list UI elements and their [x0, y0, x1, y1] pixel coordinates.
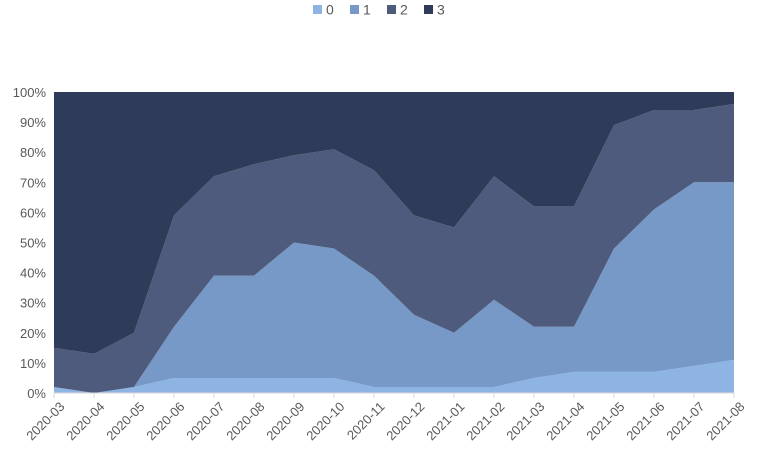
x-tick-label: 2020-03: [23, 399, 67, 443]
y-tick-label: 60%: [20, 205, 46, 220]
x-tick-label: 2021-02: [463, 399, 507, 443]
legend-label-0: 0: [326, 2, 334, 18]
x-tick-label: 2021-01: [423, 399, 467, 443]
y-tick-label: 50%: [20, 236, 46, 251]
y-axis: 0% 10% 20% 30% 40% 50% 60% 70% 80% 90% 100%: [13, 85, 47, 401]
plot-area: [54, 92, 734, 393]
legend-swatch-3: [424, 5, 433, 14]
area-series-2: [54, 104, 734, 393]
x-tick-label: 2020-12: [383, 399, 427, 443]
legend-label-3: 3: [437, 2, 445, 18]
legend-label-2: 2: [400, 2, 408, 18]
legend: 0 1 2 3: [313, 2, 445, 18]
x-tick-label: 2020-09: [263, 399, 307, 443]
x-tick-label: 2021-07: [663, 399, 707, 443]
legend-label-1: 1: [363, 2, 371, 18]
x-axis: 2020-032020-042020-052020-062020-072020-…: [23, 392, 748, 443]
x-tick-label: 2020-06: [143, 399, 187, 443]
y-tick-label: 100%: [13, 85, 47, 100]
x-tick-label: 2021-08: [703, 399, 747, 443]
area-series-1: [54, 182, 734, 393]
y-tick-label: 10%: [20, 356, 46, 371]
area-series-3: [54, 92, 734, 354]
x-tick-label: 2021-04: [543, 399, 587, 443]
y-tick-label: 30%: [20, 296, 46, 311]
y-tick-label: 80%: [20, 145, 46, 160]
y-tick-label: 40%: [20, 266, 46, 281]
x-tick-label: 2021-06: [623, 399, 667, 443]
x-tick-label: 2020-11: [344, 399, 388, 443]
legend-swatch-2: [387, 5, 396, 14]
legend-swatch-1: [350, 5, 359, 14]
legend-swatch-0: [313, 5, 322, 14]
y-tick-label: 20%: [20, 326, 46, 341]
x-tick-label: 2020-04: [63, 399, 107, 443]
x-tick-label: 2021-05: [583, 399, 627, 443]
x-tick-label: 2020-05: [103, 399, 147, 443]
x-tick-label: 2021-03: [503, 399, 547, 443]
x-tick-label: 2020-08: [223, 399, 267, 443]
area-series-0: [54, 359, 734, 393]
y-tick-label: 90%: [20, 115, 46, 130]
y-tick-label: 0%: [27, 386, 46, 401]
x-tick-label: 2020-10: [303, 399, 347, 443]
x-tick-label: 2020-07: [183, 399, 227, 443]
y-tick-label: 70%: [20, 175, 46, 190]
